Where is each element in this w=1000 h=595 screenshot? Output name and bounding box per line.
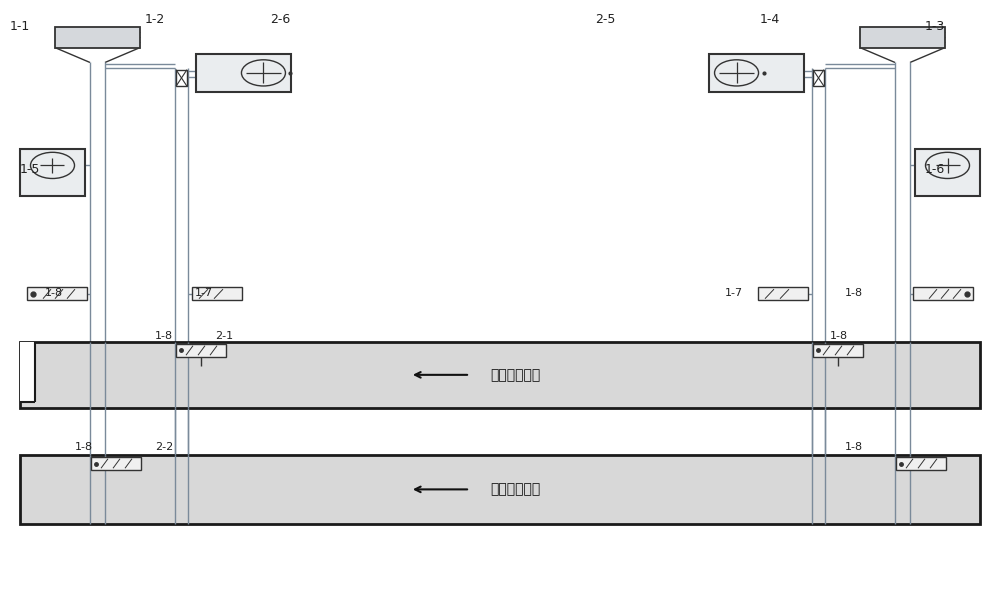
Text: 空气流动方向: 空气流动方向 — [490, 483, 540, 496]
Bar — [176, 344, 226, 357]
Text: 1-5: 1-5 — [20, 163, 40, 176]
Bar — [20, 342, 35, 402]
Text: 1-8: 1-8 — [845, 288, 863, 298]
Text: 1-4: 1-4 — [760, 12, 780, 26]
Text: 2-5: 2-5 — [595, 12, 615, 26]
Text: 1-7: 1-7 — [725, 288, 743, 298]
Bar — [20, 149, 85, 196]
Bar — [813, 344, 863, 357]
Text: 1-8: 1-8 — [75, 443, 93, 452]
Bar — [915, 149, 980, 196]
Text: 1-1: 1-1 — [10, 20, 30, 33]
Text: 1-3: 1-3 — [925, 20, 945, 33]
Text: 1-8: 1-8 — [845, 443, 863, 452]
Bar — [896, 457, 946, 470]
Bar — [813, 70, 824, 86]
Bar — [91, 457, 141, 470]
Text: 1-7: 1-7 — [195, 288, 213, 298]
Text: 2-1: 2-1 — [215, 331, 233, 341]
Bar — [913, 287, 973, 300]
Bar — [860, 27, 945, 48]
Bar — [758, 287, 808, 300]
Text: 2-6: 2-6 — [270, 12, 290, 26]
Text: 2-2: 2-2 — [155, 443, 173, 452]
Text: 1-8: 1-8 — [45, 288, 63, 298]
Bar — [27, 287, 87, 300]
Text: 1-2: 1-2 — [145, 12, 165, 26]
Text: 空气流动方向: 空气流动方向 — [490, 368, 540, 382]
Bar — [192, 287, 242, 300]
Text: 1-8: 1-8 — [830, 331, 848, 341]
Text: 1-6: 1-6 — [925, 163, 945, 176]
Bar — [20, 342, 980, 408]
Bar — [176, 70, 187, 86]
Bar — [55, 27, 140, 48]
Text: 1-8: 1-8 — [155, 331, 173, 341]
Bar — [196, 54, 291, 92]
Bar — [20, 455, 980, 524]
Bar — [709, 54, 804, 92]
